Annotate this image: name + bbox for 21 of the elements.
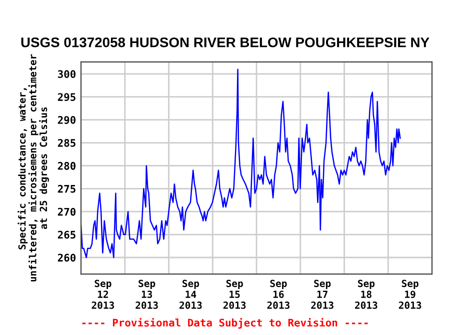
y-axis-title: Specific conductance, water, unfiltered, microsiemens per centimeter at 25 degrees Celsius xyxy=(18,54,49,282)
y-tick-label: 300 xyxy=(58,70,76,78)
x-tick-label: Sep 16 2013 xyxy=(267,280,290,309)
x-tick-label: Sep 17 2013 xyxy=(311,280,334,309)
x-tick-label: Sep 18 2013 xyxy=(355,280,378,309)
y-tick-label: 265 xyxy=(58,230,76,239)
y-tick-label: 275 xyxy=(58,184,76,193)
x-tick-label: Sep 14 2013 xyxy=(180,280,202,309)
y-tick-label: 280 xyxy=(58,162,76,170)
y-tick-label: 270 xyxy=(58,208,76,216)
y-tick-label: 260 xyxy=(58,254,76,262)
line-series xyxy=(81,68,401,258)
x-tick-label: Sep 12 2013 xyxy=(92,280,114,309)
text: ---- Provisional Data Subject to Revision ---- xyxy=(82,318,368,329)
x-tick-label: Sep 15 2013 xyxy=(223,280,246,309)
y-tick-label: 295 xyxy=(58,93,76,102)
y-tick-label: 290 xyxy=(58,116,76,124)
y-tick-label: 285 xyxy=(58,138,76,147)
x-tick-label: Sep 13 2013 xyxy=(136,280,158,309)
x-tick-label: Sep 19 2013 xyxy=(398,280,422,309)
chart-title: USGS 01372058 HUDSON RIVER BELOW POUGHKEEPSIE NY xyxy=(21,37,430,48)
